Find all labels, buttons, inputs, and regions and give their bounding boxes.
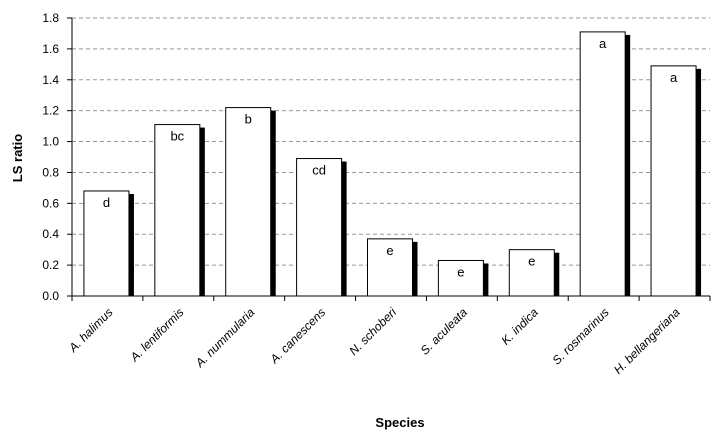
bar-letter-label: cd (312, 163, 326, 178)
bar-shadow (128, 193, 134, 296)
bar (579, 31, 626, 297)
y-tick-label: 1.6 (42, 42, 59, 56)
bar (154, 124, 201, 297)
bars: d bc b cd e e e a a (83, 31, 702, 297)
y-tick-label: 1.2 (42, 104, 59, 118)
bar (437, 259, 484, 297)
x-axis-title: Species (375, 415, 424, 430)
x-tick-labels: A. halimus A. lentiformis A. nummularia A. … (65, 305, 683, 377)
bar (650, 65, 697, 297)
bar-shadow (412, 241, 418, 296)
y-tick-label: 0.8 (42, 165, 59, 179)
x-tick-label: A. canescens (267, 305, 329, 367)
bar-shadow (554, 252, 560, 296)
bar-letter-label: b (245, 112, 252, 127)
y-tick-label: 1.4 (42, 73, 59, 87)
x-tick-label: N. schoberi (346, 305, 399, 358)
y-tick-label: 0.4 (42, 227, 59, 241)
bar (367, 238, 413, 297)
bar-letter-label: e (457, 264, 464, 279)
bar (296, 158, 343, 297)
bar (225, 107, 272, 297)
bar-shadow (270, 110, 276, 296)
x-tick-label: A. lentiformis (127, 305, 187, 365)
x-tick-label: S. rosmarinus (550, 305, 612, 367)
y-tick-label: 0.6 (42, 196, 59, 210)
bar-letter-label: d (103, 195, 110, 210)
y-tick-label: 1.0 (42, 135, 59, 149)
bar-shadow (483, 263, 489, 296)
y-tick-labels: 0.0 0.2 0.4 0.6 0.8 1.0 1.2 1.4 1.6 1.8 (42, 11, 72, 303)
x-tick-label: H. bellangeriana (611, 305, 683, 377)
bar-letter-label: e (528, 254, 535, 269)
axes (71, 18, 711, 301)
y-tick-label: 0.0 (42, 289, 59, 303)
y-tick-label: 1.8 (42, 11, 59, 25)
bar-letter-label: a (599, 36, 607, 51)
x-tick-label: A. nummularia (192, 305, 258, 371)
x-tick-label: A. halimus (65, 305, 115, 355)
bar (508, 249, 555, 297)
bar-shadow (625, 34, 631, 297)
bar-shadow (696, 68, 702, 296)
bar-shadow (199, 127, 205, 296)
y-axis-title: LS ratio (10, 134, 25, 182)
x-tick-label: K. indica (498, 305, 541, 348)
x-tick-label: S. aculeata (418, 305, 471, 358)
y-tick-label: 0.2 (42, 258, 59, 272)
bar-letter-label: bc (170, 129, 184, 144)
bar-shadow (341, 161, 347, 296)
bar-letter-label: a (670, 70, 678, 85)
bar-letter-label: e (386, 243, 393, 258)
